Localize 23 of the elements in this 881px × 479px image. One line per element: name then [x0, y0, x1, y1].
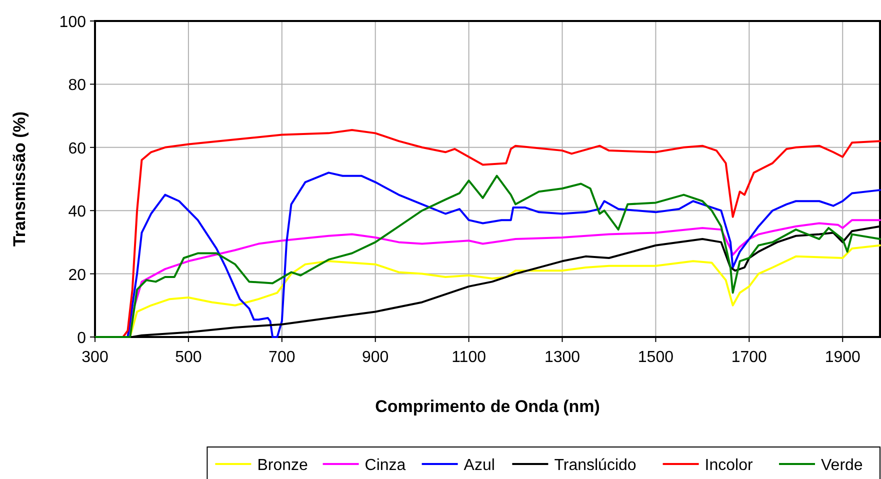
x-tick-label: 1300 [544, 349, 580, 366]
x-tick-label: 1900 [824, 349, 861, 366]
y-axis-title: Transmissão (%) [10, 111, 29, 247]
y-tick-label: 40 [68, 204, 86, 221]
legend-label: Bronze [257, 457, 308, 474]
x-tick-label: 1700 [731, 349, 768, 366]
x-tick-label: 1500 [638, 349, 674, 366]
legend-label: Translúcido [554, 457, 636, 474]
x-tick-label: 900 [362, 349, 389, 366]
legend-label: Azul [464, 457, 495, 474]
x-tick-label: 500 [175, 349, 202, 366]
y-tick-label: 60 [68, 140, 86, 158]
x-axis-title: Comprimento de Onda (nm) [375, 397, 600, 416]
y-tick-label: 80 [68, 77, 86, 94]
y-tick-label: 20 [68, 266, 86, 284]
legend-label: Incolor [704, 457, 754, 474]
x-tick-label: 1100 [452, 349, 486, 366]
x-tick-label: 700 [268, 349, 296, 366]
y-tick-label: 100 [59, 14, 86, 31]
legend-label: Verde [821, 457, 863, 474]
legend-label: Cinza [364, 457, 406, 474]
y-tick-label: 0 [77, 330, 86, 347]
x-tick-label: 300 [82, 349, 108, 366]
